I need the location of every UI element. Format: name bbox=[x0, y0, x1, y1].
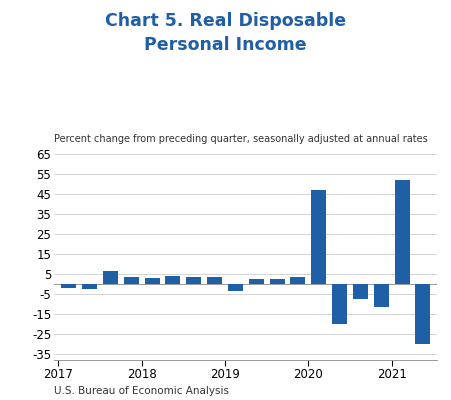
Text: U.S. Bureau of Economic Analysis: U.S. Bureau of Economic Analysis bbox=[54, 386, 229, 396]
Bar bbox=[395, 180, 410, 284]
Bar bbox=[415, 284, 430, 344]
Bar bbox=[332, 284, 347, 324]
Text: Chart 5. Real Disposable
Personal Income: Chart 5. Real Disposable Personal Income bbox=[105, 12, 346, 54]
Bar bbox=[144, 278, 160, 284]
Bar bbox=[290, 277, 305, 284]
Bar bbox=[82, 284, 97, 289]
Bar bbox=[353, 284, 368, 299]
Bar bbox=[124, 277, 139, 284]
Bar bbox=[103, 271, 118, 284]
Bar bbox=[186, 277, 201, 284]
Bar bbox=[228, 284, 243, 291]
Bar bbox=[61, 284, 76, 288]
Text: Percent change from preceding quarter, seasonally adjusted at annual rates: Percent change from preceding quarter, s… bbox=[54, 134, 428, 144]
Bar bbox=[166, 276, 180, 284]
Bar bbox=[207, 277, 222, 284]
Bar bbox=[374, 284, 389, 307]
Bar bbox=[249, 279, 264, 284]
Bar bbox=[311, 190, 326, 284]
Bar bbox=[270, 279, 285, 284]
